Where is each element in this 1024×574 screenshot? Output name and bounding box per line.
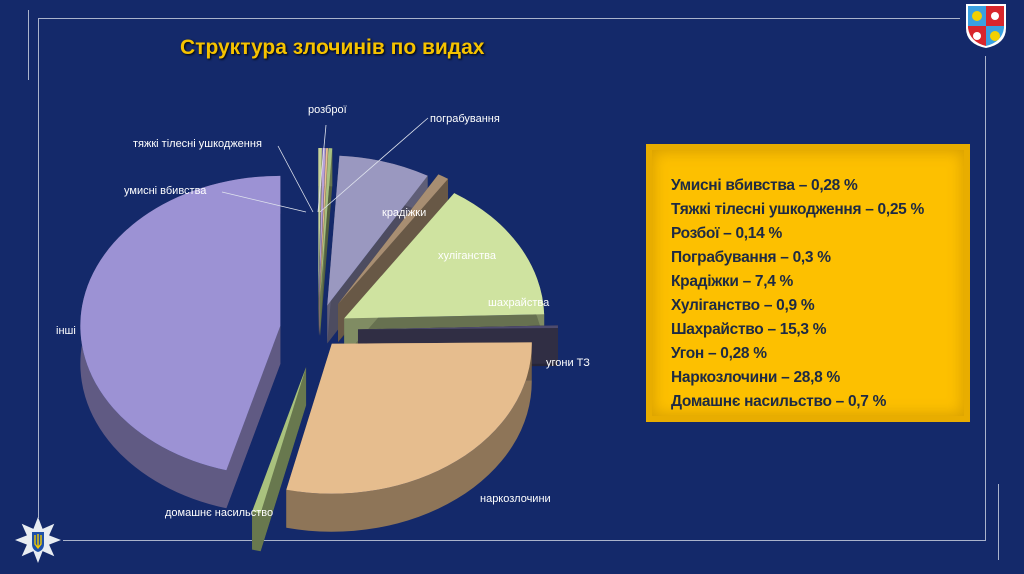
frame-line bbox=[38, 18, 960, 19]
pie-slice bbox=[252, 367, 307, 552]
legend-item: Тяжкі тілесні ушкодження – 0,25 % bbox=[671, 201, 924, 218]
label-robbery-armed: розброї bbox=[308, 104, 347, 116]
legend-box: Умисні вбивства – 0,28 % Тяжкі тілесні у… bbox=[646, 144, 970, 422]
label-fraud: шахрайства bbox=[488, 297, 550, 309]
legend-item: Пограбування – 0,3 % bbox=[671, 249, 831, 266]
page-title: Структура злочинів по видах bbox=[180, 36, 485, 59]
legend-item: Угон – 0,28 % bbox=[671, 345, 767, 362]
pie-slice-top bbox=[337, 174, 449, 305]
coat-of-arms-icon bbox=[966, 4, 1006, 48]
pie-slice-top bbox=[319, 148, 326, 299]
leader-line bbox=[221, 191, 307, 213]
label-hooliganism: хуліганства bbox=[438, 250, 496, 262]
frame-line bbox=[38, 18, 39, 518]
pie-slice bbox=[80, 175, 281, 509]
frame-line bbox=[28, 10, 29, 80]
pie-slice-top bbox=[320, 148, 333, 299]
pie-chart bbox=[80, 117, 558, 552]
label-domestic: домашнє насильство bbox=[165, 507, 274, 519]
police-star-icon bbox=[15, 517, 61, 563]
pie-slice-top bbox=[80, 175, 281, 471]
legend-item: Розбої – 0,14 % bbox=[671, 225, 782, 242]
pie-slice-top bbox=[319, 148, 328, 299]
frame-line bbox=[998, 484, 999, 560]
legend-item: Хуліганство – 0,9 % bbox=[671, 297, 815, 314]
label-theft: крадіжки bbox=[382, 207, 427, 219]
legend-item: Наркозлочини – 28,8 % bbox=[671, 369, 840, 386]
leader-line bbox=[319, 117, 429, 213]
pie-slice-side bbox=[319, 148, 328, 337]
label-murders: умисні вбивства bbox=[124, 185, 207, 197]
legend-item: Домашнє насильство – 0,7 % bbox=[671, 393, 887, 410]
leader-line bbox=[317, 124, 327, 213]
pie-slice-side bbox=[320, 148, 333, 337]
pie-slice bbox=[344, 193, 545, 357]
frame-line bbox=[63, 540, 985, 541]
label-drugs: наркозлочини bbox=[480, 493, 551, 505]
pie-slice-top bbox=[286, 342, 532, 494]
pie-slice-top bbox=[357, 325, 558, 330]
legend-item: Шахрайство – 15,3 % bbox=[671, 321, 827, 338]
leader-line bbox=[277, 145, 314, 213]
pie-slice-top bbox=[252, 367, 307, 514]
label-other: інші bbox=[56, 325, 76, 337]
pie-slice-top bbox=[344, 193, 545, 319]
pie-slice-top bbox=[318, 148, 322, 299]
label-robbery: пограбування bbox=[430, 113, 500, 125]
pie-slice-side bbox=[252, 367, 307, 552]
legend-item: Крадіжки – 7,4 % bbox=[671, 273, 794, 290]
legend-item: Умисні вбивства – 0,28 % bbox=[671, 177, 858, 194]
frame-line bbox=[985, 56, 986, 541]
pie-slice-top bbox=[327, 155, 428, 306]
label-injuries: тяжкі тілесні ушкодження bbox=[133, 138, 262, 150]
pie-slice-side bbox=[286, 342, 532, 532]
pie-slice bbox=[286, 342, 532, 532]
pie-slice bbox=[320, 148, 333, 337]
label-car-theft: угони ТЗ bbox=[546, 357, 590, 369]
